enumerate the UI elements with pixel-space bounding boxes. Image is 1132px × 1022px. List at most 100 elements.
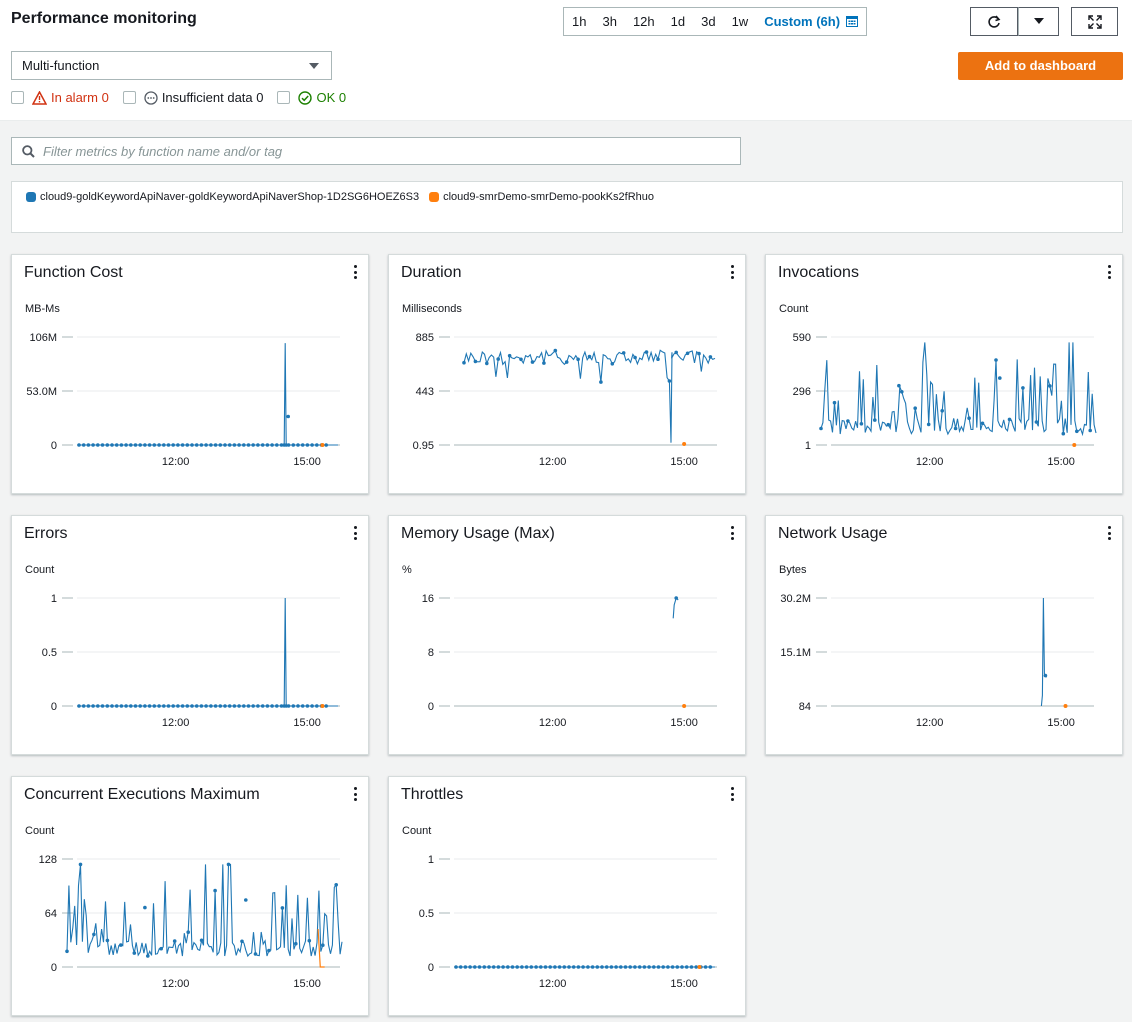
y-tick-label: 1: [428, 854, 434, 866]
data-point: [253, 952, 258, 956]
metrics-filter-input[interactable]: [43, 143, 723, 159]
legend-item[interactable]: cloud9-goldKeywordApiNaver-goldKeywordAp…: [26, 191, 419, 203]
data-point: [119, 943, 123, 947]
data-point: [275, 704, 279, 708]
concurrent-executions-widget: Concurrent Executions Maximum Count 128 64 0…: [11, 776, 369, 1016]
data-point: [587, 354, 592, 359]
data-point: [543, 965, 548, 969]
data-point: [703, 965, 708, 969]
data-point: [172, 939, 177, 943]
y-tick-label: 0.5: [42, 647, 57, 659]
time-range-custom-label: Custom (6h): [764, 14, 841, 29]
data-point: [279, 704, 284, 708]
data-point: [661, 965, 665, 969]
data-point: [564, 360, 569, 364]
data-point: [237, 704, 241, 708]
data-point: [524, 965, 529, 969]
more-options-icon[interactable]: [731, 787, 735, 801]
data-point: [562, 965, 567, 969]
invocations-widget: Invocations Count 590 296 1 12:00 15:00: [765, 254, 1123, 494]
insufficient-checkbox[interactable]: [122, 91, 136, 104]
data-point: [496, 965, 501, 969]
refresh-button[interactable]: [970, 7, 1018, 36]
data-point: [689, 965, 694, 969]
data-point: [305, 704, 310, 708]
add-to-dashboard-button[interactable]: Add to dashboard: [958, 52, 1123, 80]
refresh-options-button[interactable]: [1018, 7, 1059, 36]
data-point: [482, 965, 487, 969]
time-range-3d[interactable]: 3d: [701, 14, 716, 29]
metrics-filter[interactable]: [11, 137, 741, 165]
time-range-1d[interactable]: 1d: [670, 14, 686, 29]
data-point: [256, 443, 260, 447]
plot-area: 30.2M 15.1M 84 12:00 15:00: [780, 593, 1094, 729]
time-range-1w[interactable]: 1w: [731, 14, 749, 29]
data-point: [199, 938, 204, 943]
function-select-value: Multi-function: [22, 58, 100, 73]
data-point: [637, 965, 642, 969]
data-point: [940, 409, 944, 413]
expand-icon: [1087, 14, 1102, 29]
data-point: [1043, 673, 1048, 678]
data-point: [534, 965, 538, 969]
series-line: [672, 596, 679, 619]
x-tick-label: 12:00: [539, 717, 567, 729]
time-range-1h[interactable]: 1h: [572, 14, 587, 29]
ok-checkbox[interactable]: [277, 91, 291, 104]
data-point: [1048, 384, 1052, 388]
data-point: [260, 704, 265, 708]
data-point: [138, 443, 142, 447]
y-tick-label: 0: [51, 962, 57, 974]
more-options-icon[interactable]: [354, 526, 358, 540]
data-point: [190, 704, 194, 708]
alarm-filter-insufficient[interactable]: Insufficient data 0: [122, 90, 263, 105]
time-range-3h[interactable]: 3h: [602, 14, 617, 29]
time-range-12h[interactable]: 12h: [632, 14, 655, 29]
data-point: [86, 704, 91, 708]
more-options-icon[interactable]: [731, 526, 735, 540]
x-tick-label: 12:00: [162, 456, 190, 468]
alarm-filter-in-alarm[interactable]: In alarm 0: [11, 90, 109, 105]
data-point: [507, 353, 512, 358]
more-options-icon[interactable]: [354, 265, 358, 279]
legend-item[interactable]: cloud9-smrDemo-smrDemo-pookKs2fRhuo: [429, 191, 654, 203]
data-point: [667, 379, 672, 383]
data-point: [265, 704, 270, 708]
data-point: [599, 380, 603, 384]
data-point: [265, 443, 270, 447]
more-options-icon[interactable]: [1108, 526, 1112, 540]
widget-title: Invocations: [778, 264, 859, 281]
more-options-icon[interactable]: [731, 265, 735, 279]
alarm-filter-ok[interactable]: OK 0: [277, 90, 346, 105]
time-range-custom[interactable]: Custom (6h): [756, 8, 866, 35]
function-select[interactable]: Multi-function: [11, 51, 332, 80]
data-point: [65, 949, 69, 954]
data-point: [157, 443, 161, 447]
data-point: [286, 704, 291, 708]
data-point: [496, 357, 500, 361]
data-point: [199, 443, 204, 447]
fullscreen-button[interactable]: [1071, 7, 1118, 36]
y-tick-label: 296: [793, 386, 811, 398]
widget-title: Function Cost: [24, 264, 123, 281]
plot-area: 16 8 0 12:00 15:00: [422, 593, 717, 729]
x-tick-label: 12:00: [539, 456, 567, 468]
y-tick-label: 1: [51, 593, 57, 605]
y-tick-label: 106M: [29, 332, 57, 344]
more-options-icon[interactable]: [354, 787, 358, 801]
data-point: [226, 862, 231, 867]
data-point: [186, 930, 190, 934]
data-point: [321, 943, 325, 947]
data-point: [680, 965, 684, 969]
data-point: [644, 350, 649, 354]
in-alarm-checkbox[interactable]: [11, 91, 24, 104]
data-point: [1088, 428, 1092, 433]
data-point: [487, 965, 491, 969]
data-point: [926, 422, 931, 427]
data-point: [129, 443, 133, 447]
y-axis-unit: MB-Ms: [25, 303, 60, 315]
more-options-icon[interactable]: [1108, 265, 1112, 279]
data-point: [477, 965, 482, 969]
y-tick-label: 0: [51, 440, 57, 452]
data-point: [166, 443, 171, 447]
